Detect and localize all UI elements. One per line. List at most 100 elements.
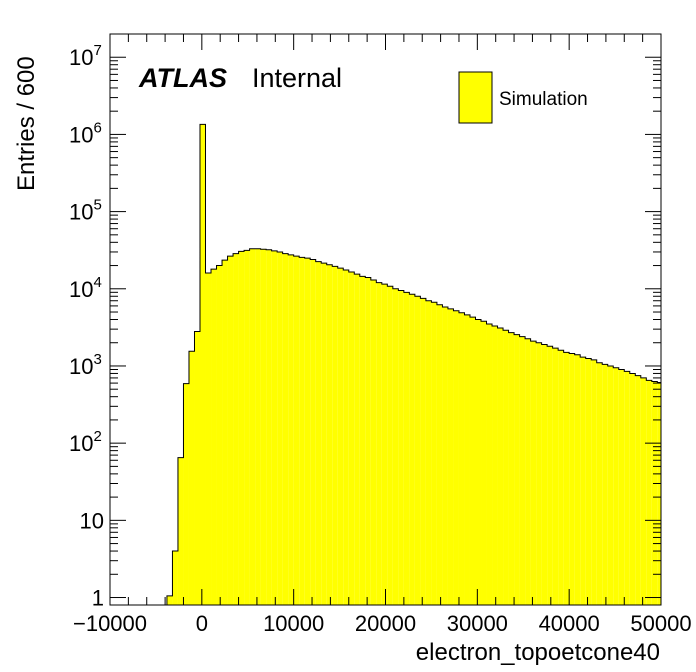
histogram-bin (585, 358, 592, 605)
x-tick-label: −10000 (73, 611, 147, 636)
legend-swatch (458, 71, 493, 124)
histogram-bin (492, 325, 498, 605)
histogram-bin (552, 348, 559, 605)
atlas-label: ATLAS Internal (138, 63, 342, 93)
histogram-bin (387, 286, 393, 605)
histogram-bin (244, 250, 250, 606)
histogram-bin (166, 595, 173, 605)
histogram-bin (172, 551, 178, 605)
histogram-bin (613, 367, 619, 605)
histogram-bin (398, 290, 404, 605)
histogram-bin (348, 271, 355, 605)
y-tick-labels: 1 10 102 103 104 105 106 107 (69, 42, 104, 610)
histogram-outline (166, 123, 662, 605)
histogram-bin (188, 351, 195, 605)
histogram-bin (442, 307, 448, 605)
histogram-bin (464, 314, 470, 605)
histogram-bin (222, 260, 228, 605)
histogram-bin (260, 249, 267, 605)
histogram-bin (337, 268, 344, 605)
histogram-bin (403, 292, 410, 605)
histogram-bin (211, 269, 217, 605)
x-tick-label: 40000 (539, 611, 600, 636)
x-tick-label: 0 (196, 611, 208, 636)
histogram-bin (635, 375, 641, 605)
histogram-bin (255, 248, 261, 605)
histogram-bin (503, 330, 509, 605)
histogram-bin (436, 304, 443, 605)
histogram-bin (343, 270, 349, 605)
histogram-bin (497, 328, 504, 605)
histogram-bin (199, 124, 206, 605)
histogram-bin (541, 344, 548, 605)
y-tick-label: 1 (92, 586, 104, 611)
histogram-bin (205, 273, 212, 605)
histogram-bin (602, 364, 608, 605)
histogram-bin (266, 249, 272, 606)
histogram-bin (409, 294, 415, 605)
legend-label: Simulation (499, 89, 588, 110)
atlas-label-internal: Internal (252, 63, 342, 93)
x-tick-label: 10000 (263, 611, 324, 636)
legend: Simulation (458, 71, 588, 124)
histogram-bin (238, 251, 245, 605)
histogram-bin (530, 341, 537, 605)
histogram-bin (574, 354, 581, 605)
x-axis-ticks (109, 34, 662, 605)
histogram-bin (563, 352, 570, 605)
histogram-bin (354, 274, 360, 605)
x-tick-label: 50000 (630, 611, 691, 636)
histogram-bin (233, 253, 239, 605)
histogram-bin (536, 342, 542, 605)
histogram-bin (640, 377, 647, 605)
histogram-bin (332, 266, 338, 605)
y-tick-label: 106 (69, 119, 102, 147)
atlas-label-bold: ATLAS (138, 63, 227, 93)
histogram-bin (591, 359, 597, 605)
histogram-bin (326, 264, 333, 605)
histogram-bin (486, 323, 493, 605)
histogram-bin (508, 332, 515, 605)
histogram-bins (166, 124, 661, 606)
histogram-bin (177, 457, 184, 605)
histogram-bin (646, 380, 652, 605)
histogram-bin (282, 253, 289, 605)
histogram-bin (453, 310, 459, 605)
histogram-bin (194, 331, 200, 605)
histogram-bin (310, 259, 316, 605)
histogram-bin (315, 261, 322, 605)
histogram-bin (447, 308, 454, 605)
histogram-bin (227, 256, 234, 605)
histogram-bin (304, 258, 311, 605)
histogram-bin (365, 277, 371, 605)
histogram-bin (475, 319, 482, 605)
histogram-bin (381, 284, 388, 605)
histogram-bin (431, 302, 437, 605)
histogram-bin (249, 248, 256, 605)
histogram-bin (651, 381, 658, 605)
y-axis-ticks (110, 33, 661, 599)
histogram-bin (271, 250, 278, 605)
histogram-bin (293, 256, 300, 605)
histogram-bin (569, 353, 575, 605)
plot-area (109, 33, 662, 606)
histogram-bin (299, 257, 305, 605)
y-axis-title: Entries / 600 (13, 56, 40, 191)
histogram-bin (607, 365, 614, 605)
x-tick-label: 30000 (447, 611, 508, 636)
x-axis-title: electron_topoetcone40 (416, 639, 660, 666)
y-tick-label: 102 (69, 428, 102, 456)
histogram-bin (425, 300, 432, 605)
histogram-bin (629, 373, 636, 605)
histogram-bin (657, 382, 661, 605)
histogram-bin (420, 298, 426, 605)
x-tick-labels: −10000 0 10000 20000 30000 40000 50000 (73, 611, 692, 636)
histogram-bin (183, 383, 189, 605)
histogram-bin (414, 296, 421, 605)
histogram-bin (359, 276, 366, 605)
histogram-bin (525, 338, 531, 605)
y-tick-label: 103 (69, 351, 102, 379)
histogram-bin (514, 334, 520, 605)
histogram-bin (618, 369, 625, 605)
